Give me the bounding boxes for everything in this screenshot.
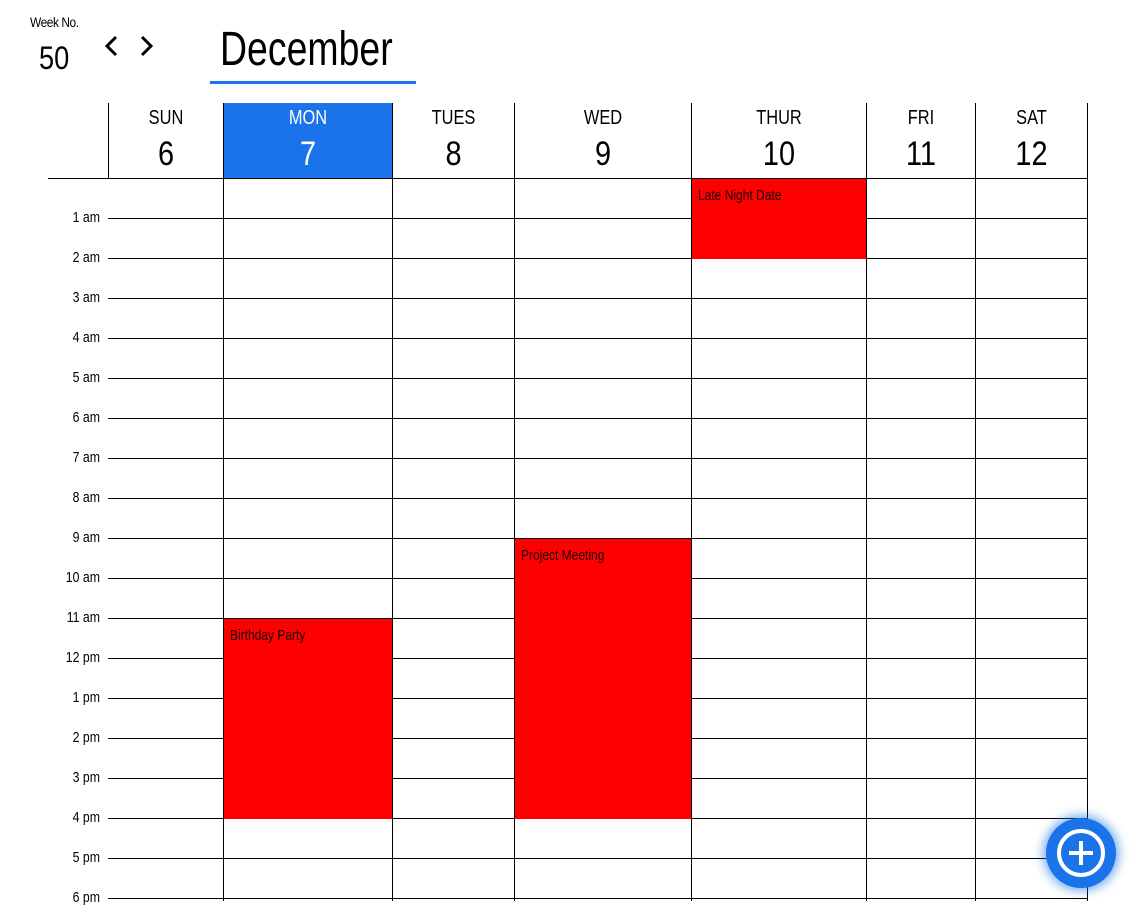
time-label: 5 am <box>72 369 100 386</box>
column-divider <box>975 179 976 901</box>
calendar-header: Week No. 50 December <box>0 0 1135 100</box>
event-block[interactable]: Birthday Party <box>224 619 392 819</box>
day-header-thur[interactable]: THUR 10 <box>691 103 866 179</box>
time-label: 6 am <box>72 409 100 426</box>
day-name: THUR <box>756 107 802 129</box>
hour-line <box>108 298 1088 299</box>
event-block[interactable]: Project Meeting <box>515 539 691 819</box>
day-header-wed[interactable]: WED 9 <box>514 103 691 179</box>
event-block[interactable]: Late Night Date <box>692 179 866 259</box>
chevron-right-icon <box>140 35 154 57</box>
week-number: 50 <box>39 40 70 76</box>
previous-week-button[interactable] <box>96 30 126 62</box>
hour-line <box>108 218 1088 219</box>
column-divider <box>866 179 867 901</box>
day-date: 11 <box>905 135 936 173</box>
day-name: MON <box>288 107 328 129</box>
time-label: 1 pm <box>72 689 100 706</box>
time-label: 8 am <box>72 489 100 506</box>
time-label: 9 am <box>72 529 100 546</box>
hour-line <box>108 338 1088 339</box>
hour-line <box>108 498 1088 499</box>
day-header-fri[interactable]: FRI 11 <box>866 103 975 179</box>
day-header-tues[interactable]: TUES 8 <box>392 103 514 179</box>
event-title: Project Meeting <box>521 547 605 564</box>
event-title: Late Night Date <box>698 187 782 204</box>
week-grid[interactable]: 1 am 2 am 3 am 4 am 5 am 6 am 7 am 8 am 9 am 10 a… <box>0 179 1135 906</box>
time-label: 3 pm <box>72 769 100 786</box>
column-divider <box>691 179 692 901</box>
day-name: FRI <box>907 107 935 129</box>
day-date: 10 <box>762 135 796 173</box>
event-title: Birthday Party <box>230 627 306 644</box>
time-label: 10 am <box>65 569 100 586</box>
time-label: 1 am <box>72 209 100 226</box>
month-label: December <box>220 23 393 76</box>
time-label: 6 pm <box>72 889 100 906</box>
hour-line <box>108 538 1088 539</box>
time-label: 4 am <box>72 329 100 346</box>
day-header-mon[interactable]: MON 7 <box>223 103 392 179</box>
time-label: 2 am <box>72 249 100 266</box>
add-event-button[interactable] <box>1046 818 1116 888</box>
hour-line <box>108 858 1088 859</box>
week-label: Week No. <box>30 14 79 30</box>
plus-circle-icon <box>1057 829 1105 877</box>
hour-line <box>108 458 1088 459</box>
day-name: SAT <box>1016 107 1047 129</box>
day-date: 12 <box>1015 135 1048 173</box>
column-divider <box>392 179 393 901</box>
time-label: 11 am <box>66 609 100 626</box>
time-label: 5 pm <box>72 849 100 866</box>
day-date: 7 <box>299 135 317 173</box>
day-header-sun[interactable]: SUN 6 <box>108 103 223 179</box>
time-label: 3 am <box>72 289 100 306</box>
day-name: WED <box>583 107 623 129</box>
hour-line <box>108 898 1088 899</box>
column-divider <box>514 179 515 901</box>
month-title[interactable]: December <box>210 18 416 84</box>
time-label: 2 pm <box>72 729 100 746</box>
header-divider <box>48 178 1088 179</box>
day-date: 8 <box>445 135 462 173</box>
day-name: SUN <box>148 107 184 129</box>
next-week-button[interactable] <box>132 30 162 62</box>
chevron-left-icon <box>104 35 118 57</box>
time-label: 12 pm <box>65 649 100 666</box>
column-divider <box>223 179 224 901</box>
hour-line <box>108 418 1088 419</box>
time-label: 7 am <box>72 449 100 466</box>
time-label: 4 pm <box>72 809 100 826</box>
day-header-sat[interactable]: SAT 12 <box>975 103 1088 179</box>
hour-line <box>108 258 1088 259</box>
day-name: TUES <box>431 107 476 129</box>
hour-line <box>108 378 1088 379</box>
column-divider <box>1087 179 1088 901</box>
day-date: 6 <box>157 135 175 173</box>
day-date: 9 <box>594 135 612 173</box>
